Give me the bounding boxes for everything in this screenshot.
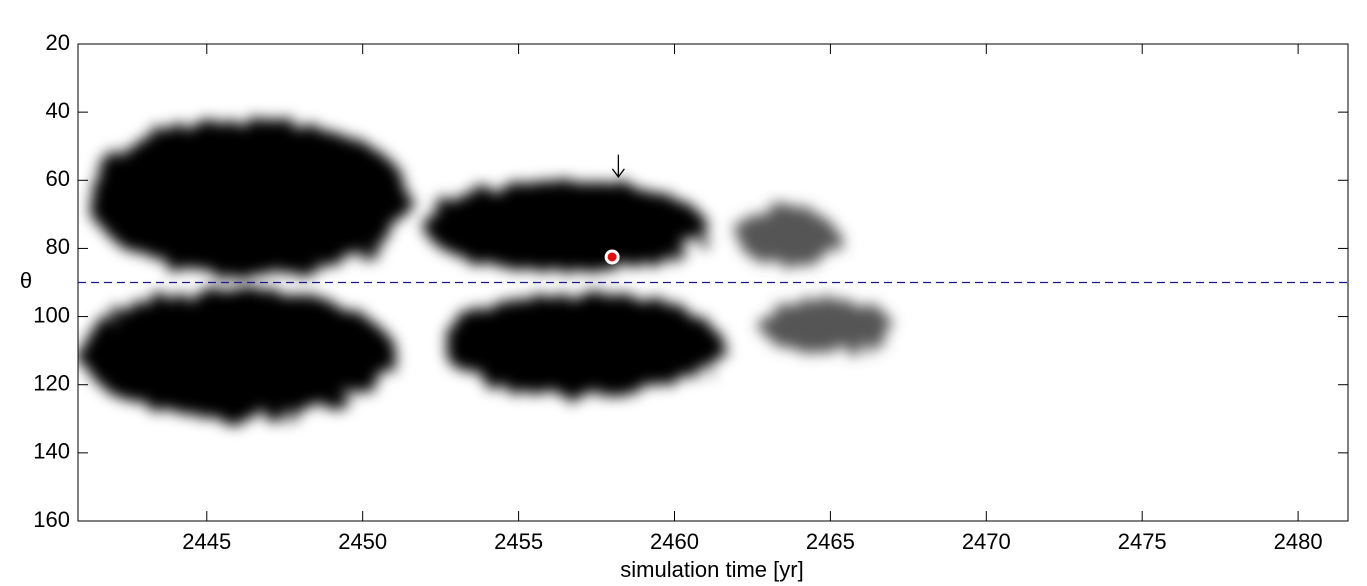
y-tick-label: 60 (46, 166, 70, 191)
x-tick-label: 2455 (494, 529, 543, 554)
y-tick-label: 100 (33, 302, 70, 327)
x-tick-label: 2480 (1274, 529, 1323, 554)
x-tick-label: 2465 (806, 529, 855, 554)
y-tick-label: 140 (33, 439, 70, 464)
x-tick-label: 2475 (1118, 529, 1167, 554)
arrow-head (611, 168, 625, 178)
x-tick-label: 2450 (338, 529, 387, 554)
x-tick-label: 2445 (182, 529, 231, 554)
x-axis-label: simulation time [yr] (620, 557, 803, 582)
y-tick-label: 160 (33, 507, 70, 532)
y-axis-label: θ (20, 268, 32, 293)
y-tick-label: 80 (46, 234, 70, 259)
activity-region (736, 207, 837, 266)
marker (604, 249, 620, 265)
x-tick-label: 2470 (962, 529, 1011, 554)
activity-region (761, 299, 893, 355)
activity-region (440, 292, 722, 395)
activity-region (88, 118, 410, 276)
x-tick-label: 2460 (650, 529, 699, 554)
y-tick-label: 40 (46, 98, 70, 123)
y-tick-label: 120 (33, 371, 70, 396)
y-tick-label: 20 (46, 30, 70, 55)
activity-region (425, 180, 706, 273)
activity-region (82, 289, 394, 419)
plot-layer (82, 118, 893, 419)
